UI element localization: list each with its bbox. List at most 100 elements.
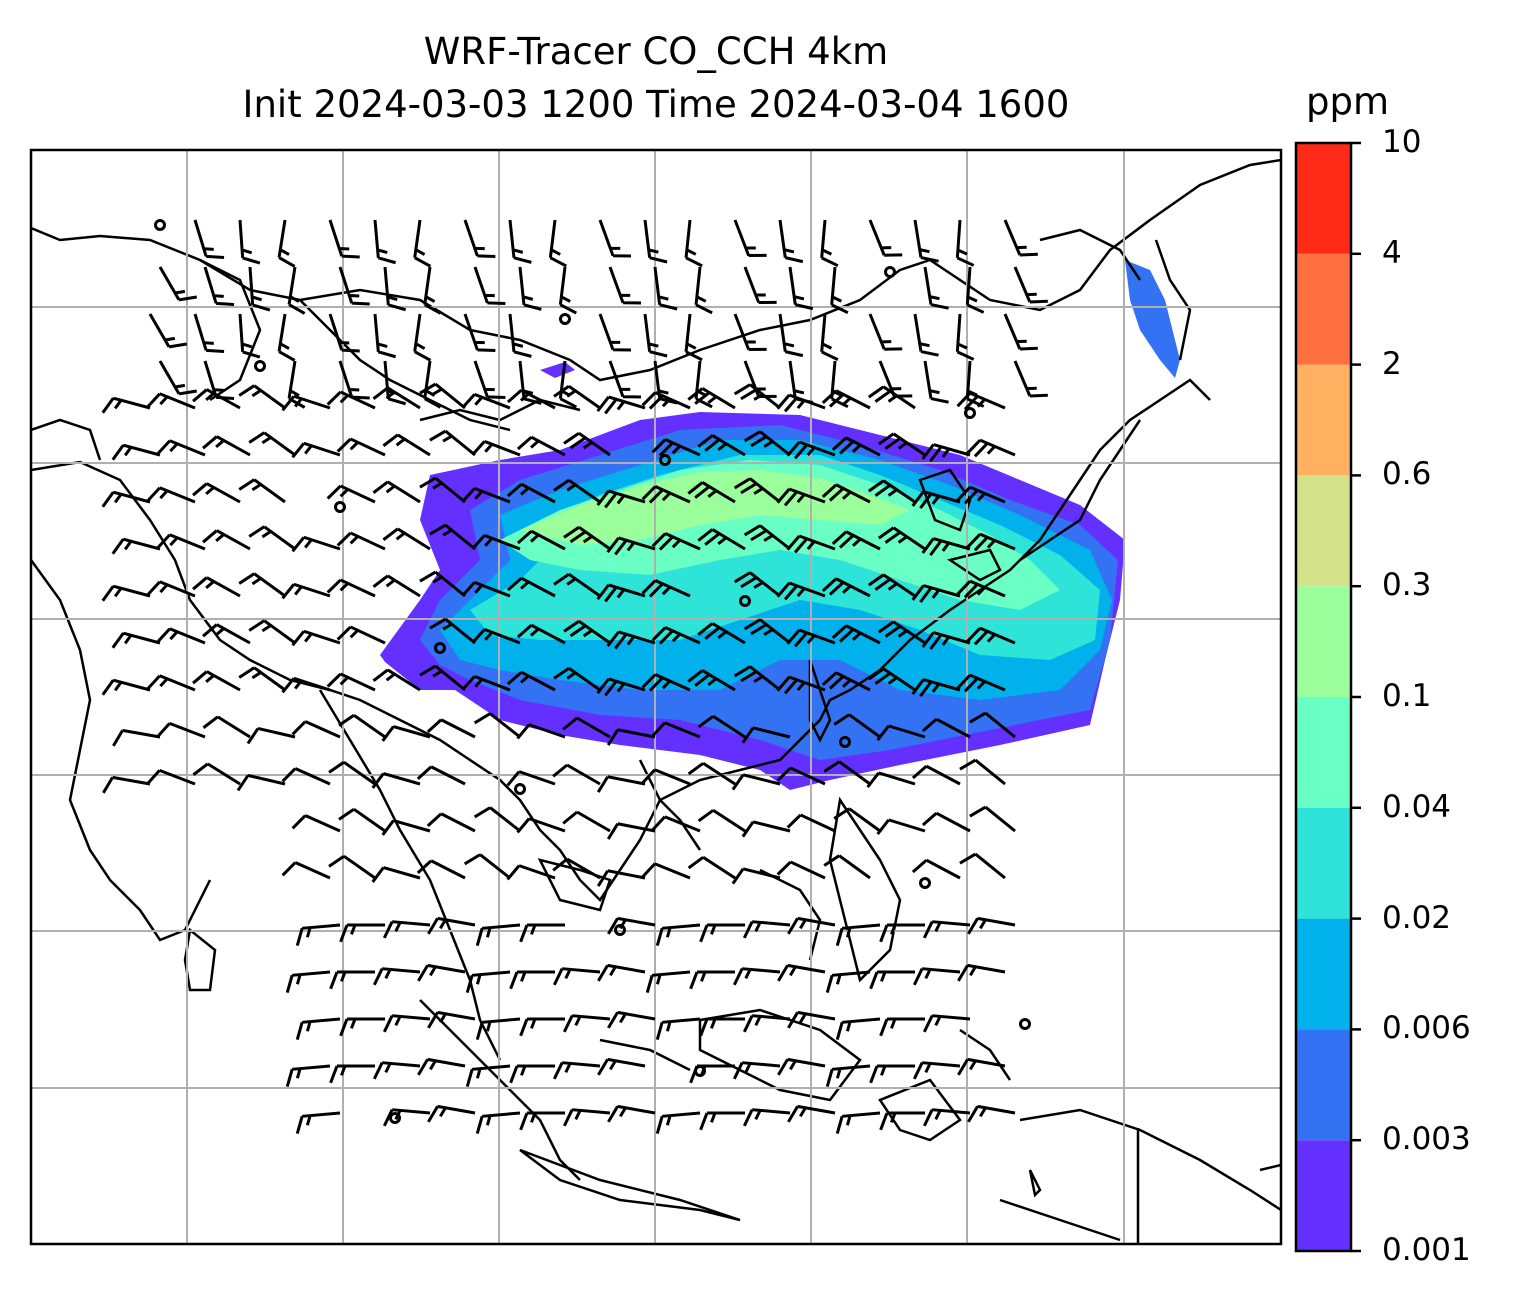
wind-barb [956,579,1006,599]
wind-barb [596,677,646,697]
wind-barb [596,395,646,415]
colorbar-segment [1296,807,1351,919]
wind-barb [820,313,839,362]
wind-barb [506,576,556,598]
wind-barb [743,524,791,551]
wind-barb [651,626,701,645]
wind-barb [373,219,397,265]
wind-barb [372,574,421,598]
wind-barb [867,573,916,598]
wind-barb [777,963,826,982]
wind-barb [371,866,421,883]
wind-barb [509,970,555,990]
wind-barb [238,313,261,359]
wind-barb [461,486,511,504]
wind-barb [193,313,225,354]
wind-barb [598,219,632,258]
wind-barb [426,812,476,833]
wind-barb [553,384,601,410]
wind-barb [156,627,206,645]
wind-barb [732,967,781,986]
plume-level-0.1 [520,470,910,545]
wind-barb [787,1104,836,1123]
wind-barb [519,1017,565,1037]
wind-barb [655,1017,701,1041]
wind-barb [238,478,286,504]
wind-barb [689,970,735,990]
wind-barb [821,577,871,598]
wind-barb [742,920,791,939]
wind-barb [506,482,556,504]
wind-barb [607,1104,656,1123]
wind-barb [821,483,871,504]
colorbar-tick-label: 0.6 [1382,456,1432,493]
wind-barb [877,620,926,645]
wind-barb [786,813,836,833]
wind-barb [552,857,601,880]
wind-barb [552,967,601,986]
wind-barb [955,219,975,267]
wind-barb [518,266,542,311]
wind-barb [877,432,926,457]
wind-barb [419,570,466,598]
wind-barb [238,666,286,692]
wind-barb [742,1014,791,1033]
wind-barb [641,768,691,786]
wind-barb [339,1017,385,1037]
map-area [31,150,1281,1244]
wind-barb [427,916,476,935]
wind-barb [912,1061,961,1080]
colorbar-tick-label: 0.3 [1382,567,1432,604]
wind-barb [281,394,331,412]
calm-wind-marker [919,877,931,889]
map-border [29,148,1283,1246]
wind-barb [192,482,241,504]
wind-barb [921,631,971,651]
wind-barb [912,967,961,986]
wind-barb [516,623,566,645]
colorbar-segment [1296,143,1351,254]
wind-barb [429,429,476,457]
wind-barb [461,580,511,598]
wind-barb [921,811,971,833]
colorbar-tick-label: 4 [1382,234,1402,271]
wind-barb [957,1057,1006,1076]
wind-barb [741,726,791,744]
wind-barb [246,726,296,745]
wind-barb [413,219,432,268]
wind-barb [598,313,632,352]
wind-barb [913,313,939,357]
wind-barb [336,437,386,457]
colorbar-tick-label: 0.006 [1382,1010,1471,1047]
wind-barb [967,1104,1016,1123]
wind-barb [776,860,826,880]
wind-barb [697,434,746,457]
wind-barb [417,963,466,982]
wind-barb [596,489,646,509]
wind-barb [471,627,521,645]
wind-barb [869,1064,915,1084]
coastlines [31,158,1281,1244]
wind-barb [423,266,442,315]
wind-barb [833,807,881,833]
wind-barb [641,673,691,692]
wind-barb [833,713,881,739]
wind-barb [277,219,296,268]
colorbar-segment [1296,697,1351,808]
wind-barb [295,1017,341,1041]
wind-barb [338,807,386,833]
calm-wind-marker [659,454,671,466]
wind-barb [955,313,975,361]
wind-barb [382,527,431,551]
wind-barb [516,817,566,834]
wind-barb [562,716,611,739]
wind-barb [372,668,421,692]
wind-barb [699,1111,745,1131]
map-title: WRF-Tracer CO_CCH 4km [423,30,889,73]
wind-barb [957,963,1006,982]
wind-barb [473,806,521,833]
calm-wind-marker [434,642,446,654]
wind-barb [291,720,341,739]
wind-barb [878,360,913,398]
wind-barb [202,623,251,645]
